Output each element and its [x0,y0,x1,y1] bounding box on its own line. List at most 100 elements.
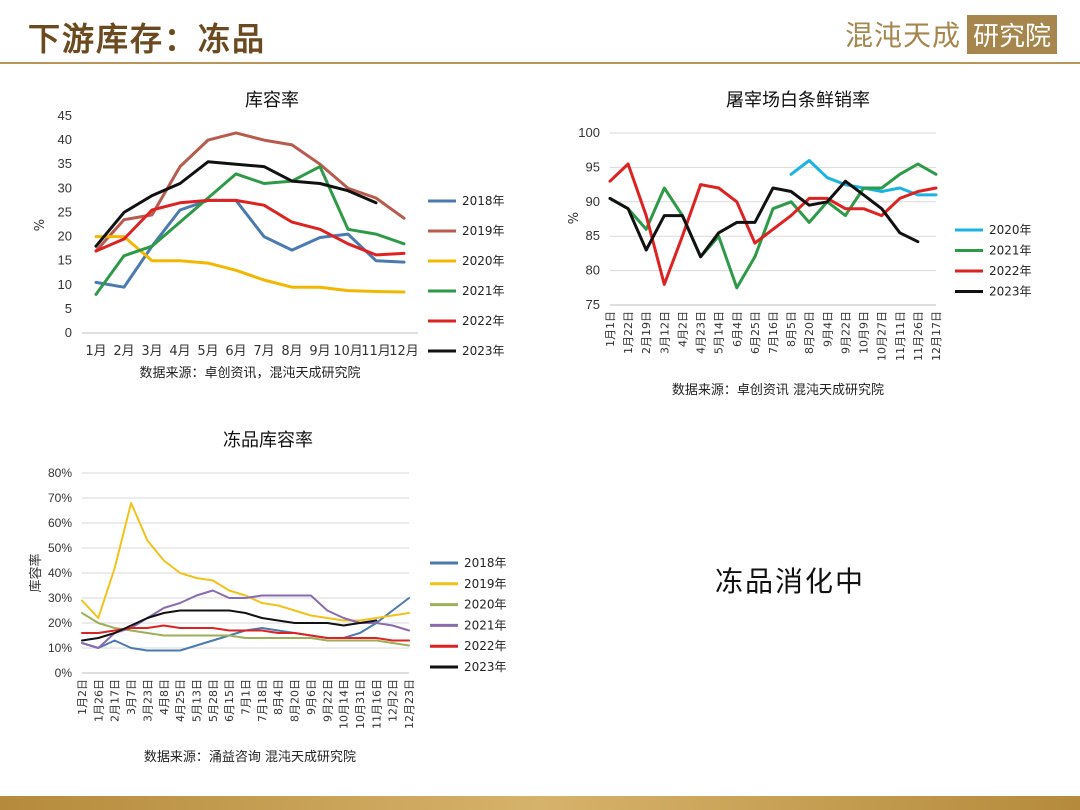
legend-label: 2021年 [464,618,507,632]
x-tick-label: 2月17日 [109,679,122,722]
x-tick-label: 1月26日 [92,679,105,722]
y-tick-label: 30 [58,180,72,195]
x-tick-label: 9月6日 [305,679,318,715]
y-tick-label: 20 [58,229,72,244]
y-tick-label: 60% [48,516,72,530]
chart-source: 数据来源：涌益咨询 混沌天成研究院 [144,750,356,765]
x-tick-label: 6月 [225,344,246,359]
legend-label: 2021年 [462,284,505,298]
legend-label: 2020年 [464,598,507,612]
series-line [94,131,406,253]
x-tick-label: 12月 [389,344,419,359]
x-tick-label: 3月7日 [125,679,138,715]
x-tick-label: 12月2日 [387,679,400,722]
y-tick-label: 40 [58,132,72,147]
x-tick-label: 2月 [113,344,134,359]
series-line [608,162,938,286]
y-axis-label: 库容率 [28,553,44,592]
x-tick-label: 8月20日 [803,311,816,354]
x-tick-label: 5月 [197,344,218,359]
legend-label: 2023年 [989,285,1032,299]
x-tick-label: 7月 [253,344,274,359]
x-tick-label: 4月25日 [174,679,187,722]
y-tick-label: 10% [48,641,72,655]
x-tick-label: 5月28日 [207,679,220,722]
legend-label: 2019年 [462,224,505,238]
x-tick-label: 7月18日 [256,679,269,722]
y-tick-label: 80 [586,263,600,278]
x-tick-label: 10月9日 [858,311,871,354]
y-tick-label: 75 [586,297,600,312]
x-tick-label: 4月2日 [676,311,689,347]
series-line [94,198,406,257]
logo-text: 混沌天成 [845,19,962,52]
conclusion-note: 冻品消化中 [715,565,866,598]
x-tick-label: 10月14日 [338,679,351,729]
y-tick-label: 0 [65,325,72,340]
logo: 混沌天成 研究院 [845,14,1058,54]
x-tick-label: 5月13日 [190,679,203,722]
x-tick-label: 1月 [85,344,106,359]
x-tick-label: 10月 [333,344,363,359]
title-divider [0,62,1080,64]
x-tick-label: 3月23日 [141,679,154,722]
y-tick-label: 5 [65,301,72,316]
y-tick-label: 20% [48,616,72,630]
x-tick-label: 12月23日 [403,679,416,729]
x-tick-label: 11月26日 [912,311,925,361]
chart-source: 数据来源：卓创资讯，混沌天成研究院 [139,366,360,381]
footer-bar [0,796,1080,810]
series-line [94,160,378,248]
series-line [608,162,938,290]
x-tick-label: 2月19日 [640,311,653,354]
series-line [81,589,410,649]
x-tick-label: 3月12日 [658,311,671,354]
series-line [81,609,378,642]
y-tick-label: 15 [58,253,72,268]
y-tick-label: 85 [586,228,600,243]
series-line [81,597,410,652]
x-tick-label: 8月 [281,344,302,359]
x-tick-label: 7月1日 [240,679,253,715]
legend-label: 2021年 [989,244,1032,258]
y-tick-label: 10 [58,277,72,292]
y-tick-label: 80% [48,466,72,480]
legend-label: 2018年 [462,194,505,208]
x-tick-label: 8月20日 [289,679,302,722]
chart-title: 库容率 [245,90,299,111]
x-tick-label: 6月15日 [223,679,236,722]
y-tick-label: 0% [55,666,73,680]
legend-label: 2022年 [989,264,1032,278]
series-line [94,165,406,296]
x-tick-label: 10月27日 [876,311,889,361]
chart-title: 冻品库容率 [223,430,313,451]
y-axis-label: % [33,219,48,231]
y-tick-label: 25 [58,204,72,219]
y-tick-label: 100 [578,125,600,140]
legend-label: 2023年 [462,344,505,358]
x-tick-label: 9月 [309,344,330,359]
y-tick-label: 35 [58,156,72,171]
x-tick-label: 6月25日 [749,311,762,354]
y-tick-label: 70% [48,491,72,505]
series-line [608,179,920,259]
legend-label: 2018年 [464,556,507,570]
legend-label: 2022年 [462,314,505,328]
x-tick-label: 10月31日 [354,679,367,729]
logo-box: 研究院 [967,14,1058,54]
x-tick-label: 8月5日 [785,311,798,347]
legend-label: 2022年 [464,639,507,653]
x-tick-label: 7月16日 [767,311,780,354]
chart-title: 屠宰场白条鲜销率 [726,90,870,111]
x-tick-label: 8月4日 [272,679,285,715]
x-tick-label: 11月11日 [894,311,907,361]
x-tick-label: 5月14日 [713,311,726,354]
y-tick-label: 45 [58,108,72,123]
chart-source: 数据来源：卓创资讯 混沌天成研究院 [672,383,884,398]
x-tick-label: 1月2日 [76,679,89,715]
x-tick-label: 3月 [141,344,162,359]
y-tick-label: 50% [48,541,72,555]
x-tick-label: 12月17日 [930,311,943,361]
legend-label: 2020年 [989,223,1032,237]
